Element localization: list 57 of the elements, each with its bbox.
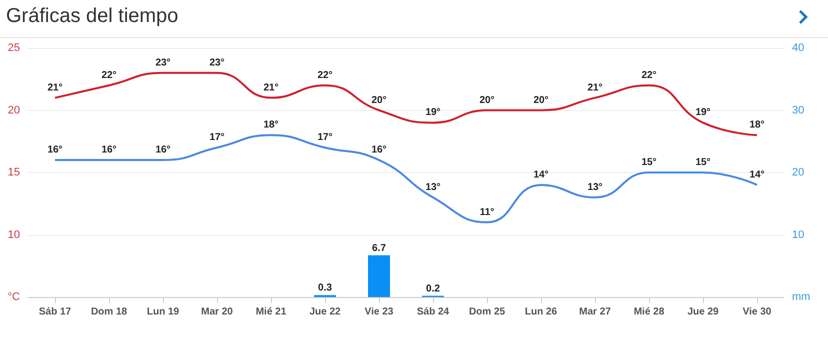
data-label: 19° bbox=[425, 107, 441, 118]
y-tick-label: °C bbox=[8, 291, 20, 303]
data-label: 20° bbox=[479, 94, 495, 106]
x-tick-label: Mar 27 bbox=[579, 306, 612, 318]
y2-tick-label: 40 bbox=[792, 42, 804, 54]
y2-tick-label: 20 bbox=[792, 166, 804, 178]
data-label: 0.2 bbox=[426, 283, 440, 294]
data-label: 15° bbox=[695, 157, 711, 168]
y-tick-label: 15 bbox=[8, 166, 20, 178]
x-tick-label: Jue 29 bbox=[687, 306, 719, 318]
data-label: 14° bbox=[533, 169, 549, 180]
x-tick-label: Mié 28 bbox=[634, 306, 665, 318]
data-label: 16° bbox=[371, 144, 387, 156]
y-tick-label: 10 bbox=[8, 228, 20, 241]
chart-title: Gráficas del tiempo bbox=[6, 5, 178, 28]
data-label: 15° bbox=[641, 157, 657, 168]
data-label: 0.3 bbox=[318, 282, 332, 294]
data-label: 21° bbox=[263, 82, 279, 94]
data-label: 20° bbox=[533, 94, 549, 106]
data-label: 16° bbox=[155, 144, 171, 156]
x-tick-label: Dom 18 bbox=[90, 306, 128, 318]
x-tick-label: Lun 19 bbox=[146, 306, 180, 318]
x-tick-label: Vie 23 bbox=[364, 306, 394, 318]
data-label: 16° bbox=[47, 144, 63, 156]
data-label: 22° bbox=[317, 70, 333, 81]
data-label: 23° bbox=[155, 57, 171, 68]
y-tick-label: 25 bbox=[8, 42, 20, 54]
bar bbox=[368, 255, 390, 297]
data-label: 6.7 bbox=[372, 242, 386, 254]
y2-tick-label: mm bbox=[792, 291, 810, 303]
y2-tick-label: 10 bbox=[792, 228, 804, 241]
y2-tick-label: 30 bbox=[792, 104, 804, 116]
x-tick-label: Sáb 17 bbox=[38, 306, 72, 318]
data-label: 21° bbox=[47, 82, 63, 94]
x-tick-label: Mar 20 bbox=[201, 306, 234, 318]
data-label: 13° bbox=[587, 182, 603, 193]
data-label: 18° bbox=[263, 120, 279, 131]
x-tick-label: Lun 26 bbox=[524, 306, 558, 318]
x-tick-label: Sáb 24 bbox=[416, 306, 450, 318]
data-label: 22° bbox=[641, 70, 657, 81]
data-label: 16° bbox=[101, 144, 117, 156]
data-label: 11° bbox=[480, 206, 494, 218]
data-label: 13° bbox=[425, 182, 441, 193]
data-label: 18° bbox=[749, 120, 765, 131]
data-label: 17° bbox=[209, 132, 225, 144]
x-tick-label: Mié 21 bbox=[256, 306, 287, 318]
x-tick-label: Dom 25 bbox=[468, 306, 506, 318]
data-label: 20° bbox=[371, 94, 387, 106]
data-label: 17° bbox=[317, 132, 333, 144]
data-label: 21° bbox=[587, 82, 603, 94]
data-label: 19° bbox=[695, 107, 711, 118]
x-tick-label: Jue 22 bbox=[309, 306, 341, 318]
y-tick-label: 20 bbox=[8, 104, 20, 116]
data-label: 23° bbox=[209, 57, 225, 68]
data-label: 14° bbox=[749, 169, 765, 180]
data-label: 22° bbox=[101, 70, 117, 81]
x-tick-label: Vie 30 bbox=[742, 306, 772, 318]
